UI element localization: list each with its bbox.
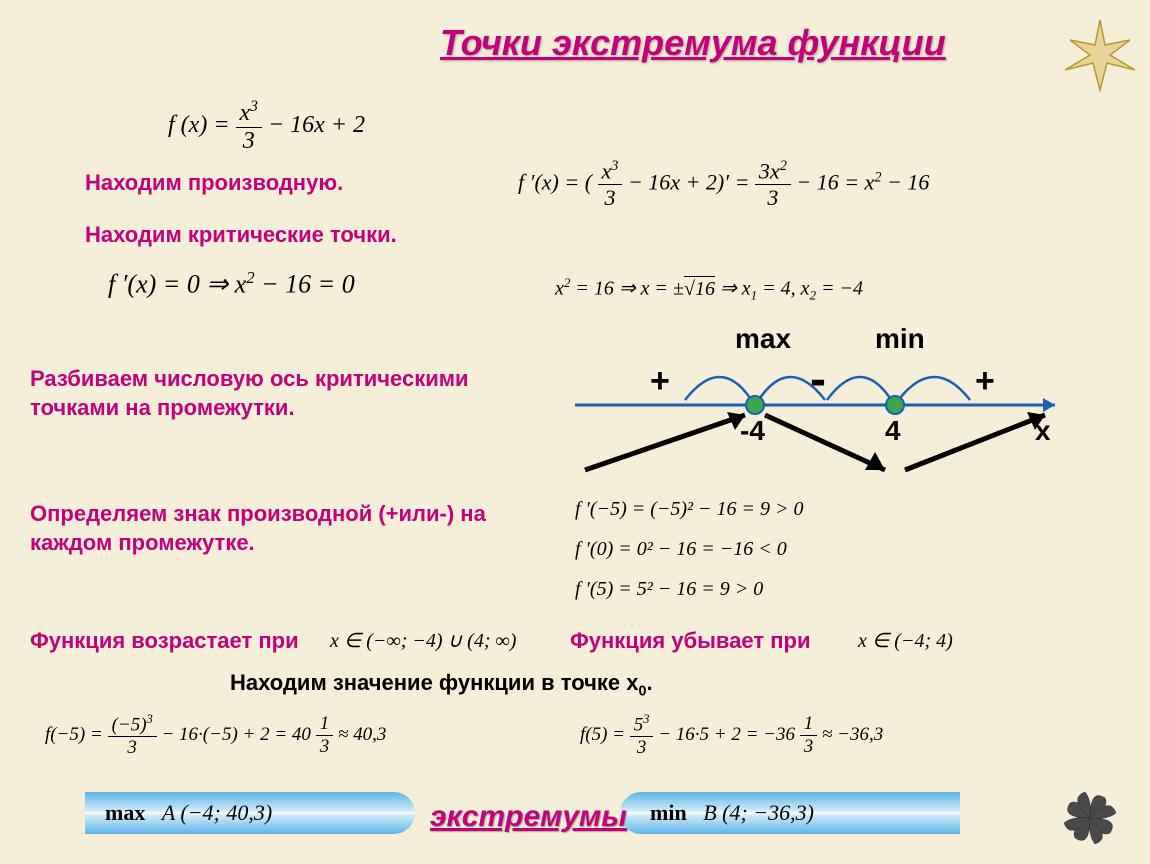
step4-label: Определяем знак производной (+или-) на к… — [30, 500, 500, 557]
svg-text:-4: -4 — [740, 415, 765, 446]
decrease-label: Функция убывает при — [570, 628, 810, 654]
sign-diagram: max min + - + -4 4 x — [555, 320, 1095, 480]
check-1: f ′(−5) = (−5)² − 16 = 9 > 0 — [575, 498, 804, 521]
decrease-interval: x ∈ (−4; 4) — [858, 628, 953, 653]
value-calc-2: f(5) = 533 − 16·5 + 2 = −36 13 ≈ −36,3 — [580, 712, 883, 759]
step2-label: Находим критические точки. — [85, 222, 397, 248]
critical-solution: x2 = 16 ⇒ x = ±√16 ⇒ x1 = 4, x2 = −4 — [555, 275, 863, 304]
derivative-formula: f ′(x) = ( x33 − 16x + 2)′ = 3x23 − 16 =… — [518, 158, 929, 211]
increase-label: Функция возрастает при — [30, 628, 299, 654]
page-title: Точки экстремума функции — [440, 22, 946, 64]
svg-text:4: 4 — [885, 415, 901, 446]
check-2: f ′(0) = 0² − 16 = −16 < 0 — [575, 538, 787, 561]
min-result-box: min B (4; −36,3) — [620, 792, 960, 834]
svg-text:max: max — [735, 323, 791, 354]
svg-text:+: + — [975, 362, 995, 400]
svg-text:+: + — [650, 362, 670, 400]
step3-label: Разбиваем числовую ось критическими точк… — [30, 365, 500, 422]
star-icon — [1060, 15, 1140, 95]
check-3: f ′(5) = 5² − 16 = 9 > 0 — [575, 578, 763, 601]
spiral-icon — [1050, 778, 1130, 858]
svg-text:min: min — [875, 323, 925, 354]
critical-eq: f ′(x) = 0 ⇒ x2 − 16 = 0 — [108, 268, 355, 300]
main-formula: f (x) = x33 − 16x + 2 — [168, 98, 365, 155]
max-result-box: max A (−4; 40,3) — [85, 792, 415, 834]
step1-label: Находим производную. — [85, 170, 343, 196]
increase-interval: x ∈ (−∞; −4) ∪ (4; ∞) — [330, 628, 516, 653]
value-calc-1: f(−5) = (−5)33 − 16·(−5) + 2 = 40 13 ≈ 4… — [45, 712, 386, 759]
extremum-label: экстремумы — [430, 800, 627, 834]
step5-label: Находим значение функции в точке x0. — [230, 670, 653, 699]
